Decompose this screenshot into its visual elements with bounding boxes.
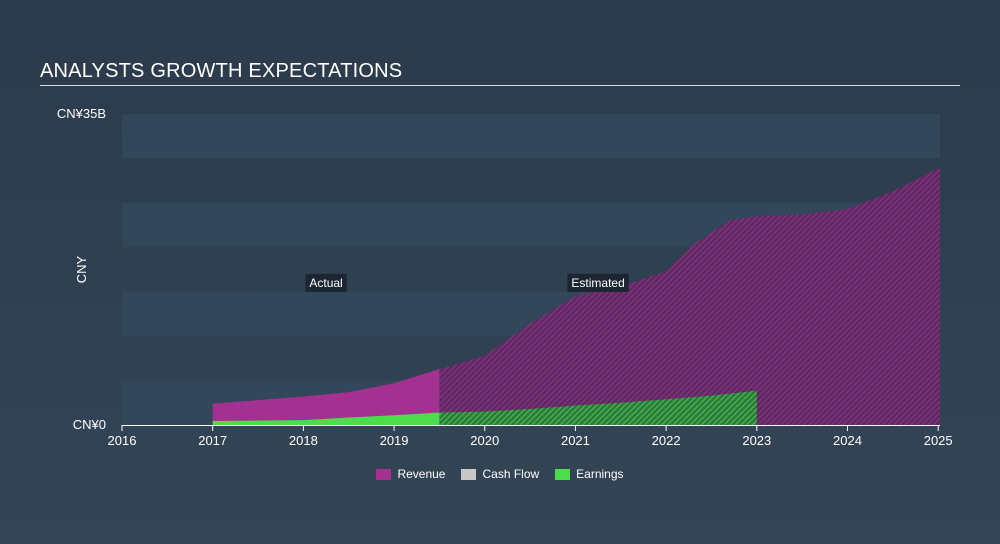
annotation-actual: Actual <box>305 273 347 292</box>
page-title: ANALYSTS GROWTH EXPECTATIONS <box>40 60 403 82</box>
y-tick-label-min: CN¥0 <box>73 417 106 432</box>
legend-swatch <box>555 468 571 480</box>
grid-band <box>122 114 940 159</box>
earnings-area-estimated <box>439 390 757 425</box>
x-tick-label: 2025 <box>924 433 953 448</box>
legend-swatch <box>376 468 392 480</box>
legend-swatch <box>461 468 477 480</box>
revenue-area-actual <box>212 369 440 425</box>
x-tick-label: 2021 <box>561 433 590 448</box>
x-tick-label: 2020 <box>470 433 499 448</box>
x-tick-label: 2022 <box>652 433 681 448</box>
annotation-bg <box>305 273 347 292</box>
title-divider <box>40 85 960 86</box>
legend-label: Earnings <box>576 467 624 481</box>
y-tick-label-max: CN¥35B <box>57 106 106 121</box>
earnings-area-actual <box>212 412 440 425</box>
y-axis-label: CNY <box>74 255 89 283</box>
legend-item-revenue[interactable]: Revenue <box>376 467 445 481</box>
x-tick-label: 2018 <box>289 433 318 448</box>
x-tick-label: 2017 <box>198 433 227 448</box>
chart-legend: Revenue Cash Flow Earnings <box>0 467 1000 481</box>
annotation-bg <box>567 273 629 292</box>
legend-label: Revenue <box>397 467 446 481</box>
x-tick-label: 2019 <box>380 433 409 448</box>
legend-item-cash-flow[interactable]: Cash Flow <box>461 467 539 481</box>
legend-item-earnings[interactable]: Earnings <box>555 467 624 481</box>
revenue-area-estimated <box>439 167 940 425</box>
x-tick-label: 2023 <box>742 433 771 448</box>
x-tick-label: 2024 <box>833 433 862 448</box>
annotation-estimated: Estimated <box>567 273 629 292</box>
legend-label: Cash Flow <box>482 467 540 481</box>
annotation-text: Estimated <box>571 276 624 290</box>
annotation-text: Actual <box>309 276 342 290</box>
x-tick-label: 2016 <box>108 433 137 448</box>
